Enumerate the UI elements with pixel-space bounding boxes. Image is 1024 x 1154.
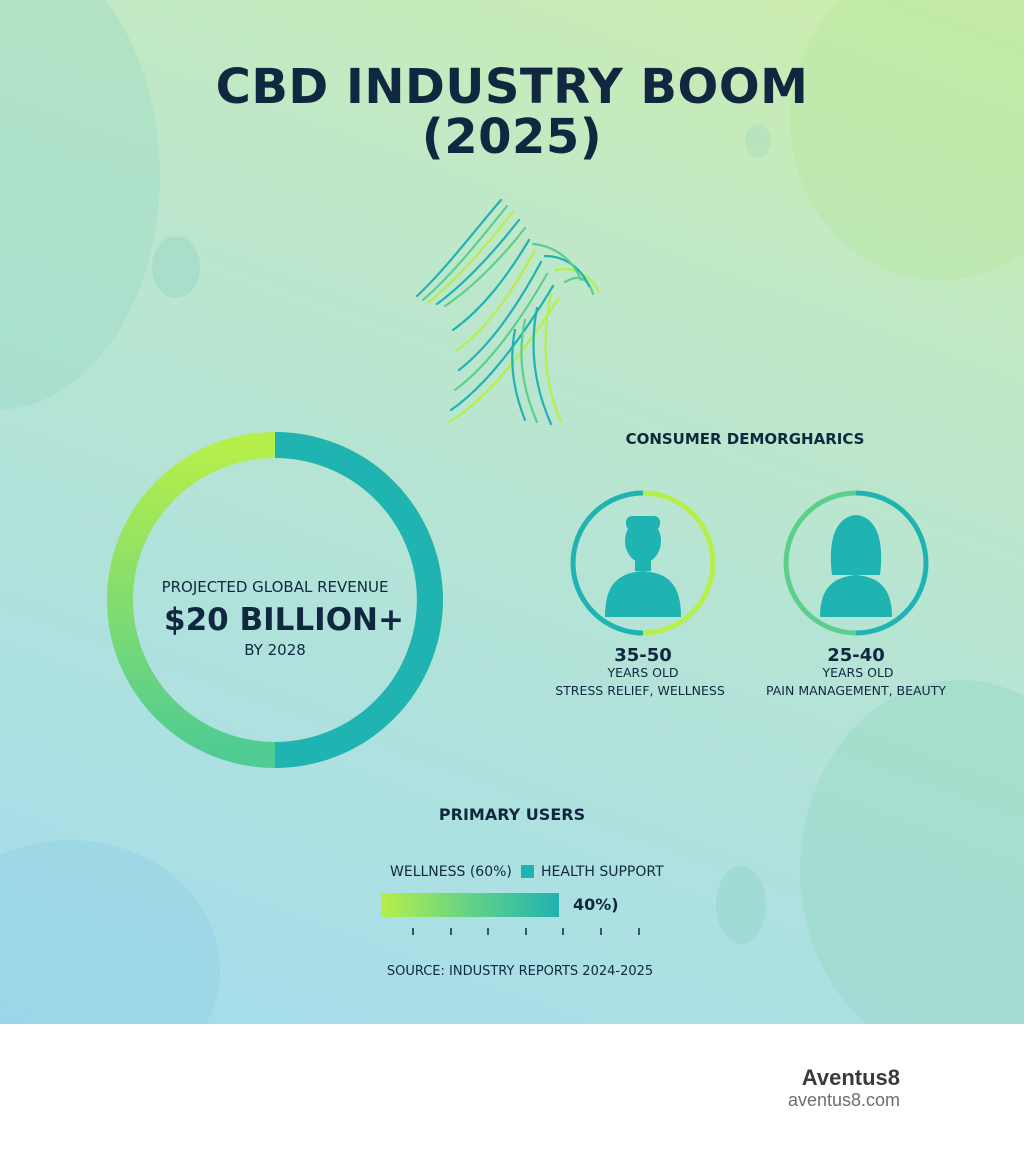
decor-leaf — [152, 236, 200, 298]
decor-leaf — [800, 680, 1024, 1024]
primary-users-title: PRIMARY USERS — [438, 805, 586, 824]
female-person-icon — [783, 490, 929, 636]
demographics-title: CONSUMER DEMORGHARICS — [625, 430, 865, 448]
persona-2-age: 25-40 — [827, 645, 885, 666]
users-bar-fill — [381, 893, 559, 917]
brand-name: Aventus8 — [801, 1065, 900, 1090]
page-title: CBD INDUSTRY BOOM (2025) — [0, 62, 1024, 162]
decor-leaf — [745, 124, 771, 158]
source-note: SOURCE: INDUSTRY REPORTS 2024-2025 — [386, 964, 654, 979]
persona-1-interest: STRESS RELIEF, WELLNESS — [555, 683, 725, 698]
legend-wellness: WELLNESS (60%) — [390, 864, 512, 880]
title-line-2: (2025) — [421, 109, 603, 165]
revenue-label: PROJECTED GLOBAL REVENUE — [161, 578, 389, 596]
infographic-poster: CBD INDUSTRY BOOM (2025) — [0, 0, 1024, 1024]
decor-leaf — [0, 840, 220, 1024]
growth-arrow-icon — [415, 198, 601, 426]
persona-2-unit: YEARS OLD — [822, 665, 894, 680]
users-bar-label: 40%) — [573, 895, 619, 914]
decor-leaf — [716, 866, 766, 944]
brand-url: aventus8.com — [787, 1090, 900, 1110]
male-person-icon — [570, 490, 716, 636]
revenue-ring — [107, 432, 443, 768]
revenue-value: $20 BILLION+ — [164, 602, 404, 638]
bar-ticks — [412, 928, 640, 935]
revenue-subtitle: BY 2028 — [244, 641, 306, 659]
persona-2-interest: PAIN MANAGEMENT, BEAUTY — [766, 683, 946, 698]
users-bar — [381, 893, 559, 917]
title-line-1: CBD INDUSTRY BOOM — [215, 59, 809, 115]
persona-1-unit: YEARS OLD — [607, 665, 679, 680]
legend-health-swatch — [521, 865, 534, 878]
persona-1-age: 35-50 — [614, 645, 672, 666]
legend-health: HEALTH SUPPORT — [541, 864, 664, 880]
